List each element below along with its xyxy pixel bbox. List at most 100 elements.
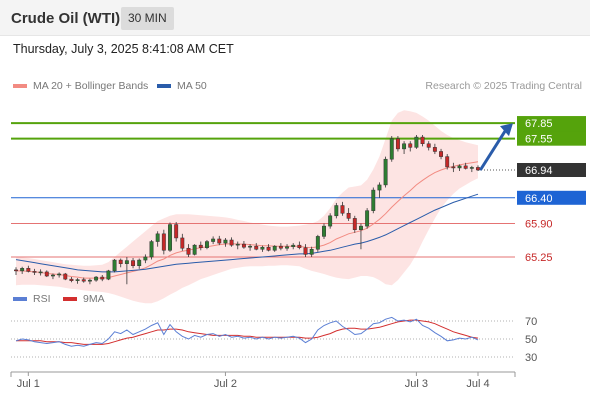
candle-body-38 <box>248 245 253 248</box>
candle-36 <box>235 241 240 250</box>
candle-body-21 <box>143 256 148 261</box>
candle-body-9 <box>69 278 74 281</box>
candle-68 <box>432 143 437 155</box>
legend-rsi-ma-swatch <box>63 297 77 301</box>
legend-ma50: MA 50 <box>157 80 207 92</box>
candle-61 <box>389 136 394 162</box>
candle-body-24 <box>161 233 166 251</box>
candle-71 <box>451 162 456 173</box>
candle-16 <box>112 259 117 273</box>
candle-58 <box>371 187 376 214</box>
candle-body-26 <box>174 224 179 239</box>
candle-26 <box>174 221 179 242</box>
moving-average-lines <box>15 161 479 279</box>
candle-59 <box>377 182 382 198</box>
candle-18 <box>124 256 129 285</box>
candle-body-10 <box>75 279 80 281</box>
candle-body-54 <box>346 212 351 219</box>
candle-body-40 <box>260 246 265 250</box>
candle-25 <box>168 222 172 252</box>
candle-body-15 <box>106 270 111 280</box>
candle-72 <box>457 164 462 172</box>
candle-11 <box>81 277 86 283</box>
candle-6 <box>51 273 55 280</box>
candle-body-27 <box>180 237 185 249</box>
legend-ma50-swatch <box>157 84 171 88</box>
candle-12 <box>87 278 92 285</box>
candle-42 <box>272 245 277 252</box>
candle-body-7 <box>57 273 62 276</box>
x-tick-label-2: Jul 3 <box>405 378 428 390</box>
candle-body-48 <box>309 249 314 255</box>
level-label-5: 65.25 <box>525 252 553 264</box>
candle-body-20 <box>137 259 142 266</box>
candle-67 <box>426 141 431 151</box>
candle-2 <box>26 265 31 273</box>
level-label-4: 65.90 <box>525 219 553 231</box>
candle-8 <box>63 272 68 281</box>
candle-41 <box>266 244 271 252</box>
candle-body-65 <box>414 136 419 148</box>
candle-32 <box>211 236 216 245</box>
rsi-panel: 70 50 30 <box>11 316 537 364</box>
candle-27 <box>180 233 185 251</box>
candle-body-44 <box>285 246 289 249</box>
candle-body-37 <box>241 243 246 248</box>
instrument-title: Crude Oil (WTI) <box>11 10 121 27</box>
legend-rsi-ma-label: 9MA <box>83 293 105 305</box>
candle-body-56 <box>359 225 363 230</box>
candles <box>14 135 480 285</box>
candle-52 <box>334 202 339 219</box>
candle-body-34 <box>223 239 228 244</box>
rsi-line <box>15 316 479 347</box>
bollinger-band <box>16 110 478 304</box>
candle-44 <box>285 244 289 251</box>
candle-45 <box>291 243 296 250</box>
candle-46 <box>297 241 302 250</box>
candle-body-30 <box>198 244 203 248</box>
candle-1 <box>20 266 25 274</box>
candle-body-59 <box>377 184 382 191</box>
candle-19 <box>131 258 135 269</box>
candle-body-14 <box>100 276 105 280</box>
candle-34 <box>223 237 228 247</box>
legend-rsi-ma: 9MA <box>63 293 105 305</box>
candle-43 <box>278 243 283 251</box>
level-label-bg-1 <box>517 131 586 146</box>
candle-24 <box>161 229 166 255</box>
candle-55 <box>352 215 357 233</box>
candle-body-17 <box>118 259 123 264</box>
candle-62 <box>395 136 400 152</box>
level-label-bg-0 <box>517 116 586 131</box>
candle-56 <box>359 223 363 250</box>
level-lines <box>11 122 515 258</box>
candle-30 <box>198 241 203 251</box>
candle-49 <box>315 234 320 252</box>
timestamp: Thursday, July 3, 2025 8:41:08 AM CET <box>13 42 234 56</box>
candle-9 <box>69 277 74 283</box>
x-tick-label-3: Jul 4 <box>466 378 489 390</box>
candle-body-67 <box>426 143 431 148</box>
candle-body-3 <box>32 271 37 273</box>
candle-body-73 <box>463 165 468 169</box>
candle-body-60 <box>383 158 388 186</box>
timeframe-badge[interactable]: 30 MIN <box>121 7 174 30</box>
x-tick-label-0: Jul 1 <box>17 378 40 390</box>
candle-body-55 <box>352 218 357 230</box>
x-tick-label-1: Jul 2 <box>214 378 237 390</box>
legend-ma20: MA 20 + Bollinger Bands <box>13 80 148 92</box>
candle-70 <box>445 154 450 170</box>
candle-60 <box>383 156 388 188</box>
x-axis: Jul 1 Jul 2 Jul 3 Jul 4 <box>10 371 516 390</box>
level-label-bg-2 <box>517 163 586 177</box>
candle-31 <box>205 240 209 250</box>
candle-body-61 <box>389 138 394 160</box>
candle-body-43 <box>278 245 283 249</box>
candle-28 <box>186 244 191 257</box>
candle-body-36 <box>235 243 240 246</box>
candle-body-39 <box>254 245 259 250</box>
candle-66 <box>420 135 425 147</box>
candle-21 <box>143 254 148 264</box>
candle-body-70 <box>445 156 450 168</box>
